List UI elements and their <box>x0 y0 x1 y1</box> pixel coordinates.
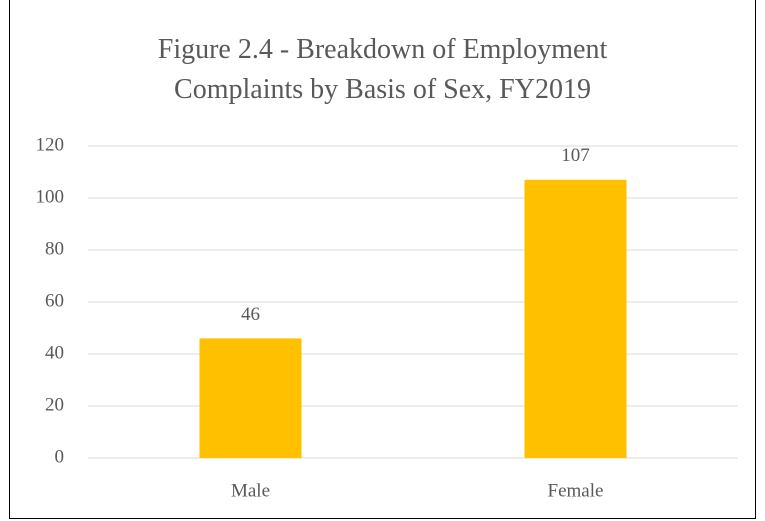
chart-title: Figure 2.4 - Breakdown of Employment Com… <box>157 34 608 105</box>
bar <box>199 338 302 458</box>
x-tick-label: Female <box>548 480 604 501</box>
y-tick-label: 40 <box>45 342 64 363</box>
y-tick-label: 60 <box>45 290 64 311</box>
data-label: 107 <box>561 145 590 166</box>
data-label: 46 <box>241 304 260 325</box>
y-tick-label: 120 <box>36 134 65 155</box>
y-tick-label: 20 <box>45 394 64 415</box>
y-tick-label: 100 <box>36 186 65 207</box>
y-tick-label: 80 <box>45 238 64 259</box>
bar <box>524 179 627 459</box>
x-tick-label: Male <box>231 480 270 501</box>
y-tick-label: 0 <box>55 446 65 467</box>
chart-border <box>9 0 756 519</box>
